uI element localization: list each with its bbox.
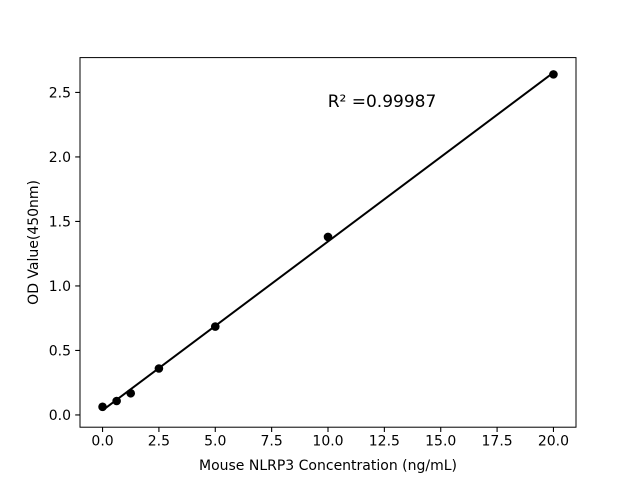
x-tick-label: 2.5 (148, 434, 170, 450)
y-tick-label: 2.0 (49, 150, 71, 166)
y-axis-label: OD Value(450nm) (26, 180, 42, 305)
data-point-marker (210, 322, 220, 331)
y-tick-label: 1.0 (49, 279, 71, 295)
y-tick-label: 1.5 (49, 214, 71, 230)
data-point-marker (126, 388, 136, 398)
x-tick-label: 17.5 (482, 434, 513, 450)
y-axis-ticks: 0.0 0.5 1.0 1.5 2.0 2.5 (49, 85, 80, 424)
data-points (98, 70, 558, 412)
r-squared-annotation: R² =0.99987 (328, 92, 437, 112)
data-point-marker (112, 396, 121, 406)
x-tick-label: 7.5 (261, 434, 283, 450)
x-tick-label: 10.0 (312, 434, 343, 450)
y-tick-label: 0.0 (49, 408, 71, 424)
data-point-marker (154, 364, 164, 373)
x-tick-label: 5.0 (204, 434, 226, 450)
x-tick-label: 0.0 (91, 434, 113, 450)
data-point-marker (323, 232, 333, 242)
x-tick-label: 12.5 (369, 434, 400, 450)
data-point-marker (98, 402, 107, 412)
x-tick-label: 20.0 (538, 434, 569, 450)
y-tick-label: 0.5 (49, 343, 71, 359)
y-tick-label: 2.5 (49, 85, 71, 101)
x-tick-label: 15.0 (425, 434, 456, 450)
x-axis-ticks: 0.0 2.5 5.0 7.5 10.0 12.5 15.0 17.5 20.0 (91, 427, 569, 450)
data-point-marker (549, 70, 558, 79)
x-axis-label: Mouse NLRP3 Concentration (ng/mL) (199, 458, 457, 474)
trend-line (101, 71, 555, 412)
